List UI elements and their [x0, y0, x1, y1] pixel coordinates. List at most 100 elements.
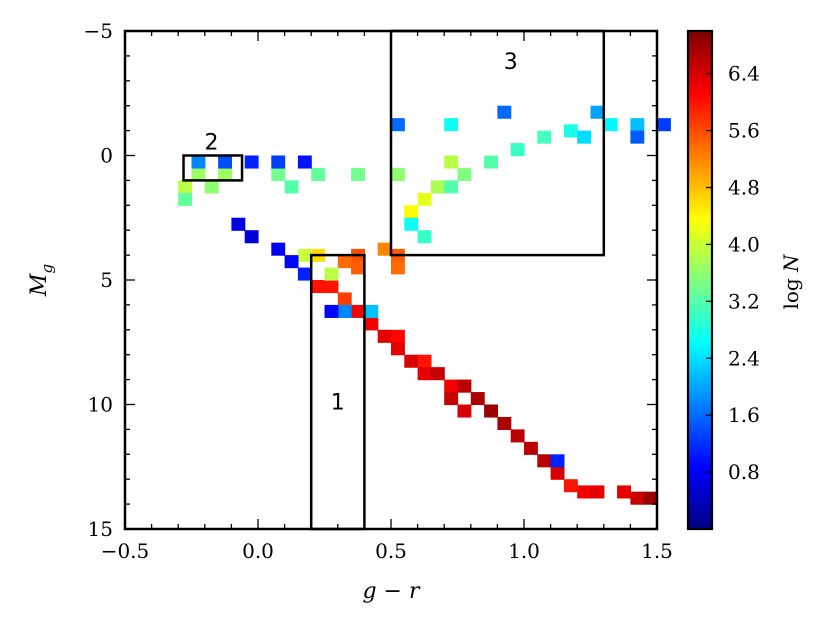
heatmap-cell [484, 155, 498, 169]
colorbar-segment [688, 348, 712, 353]
colorbar-segment [688, 149, 712, 153]
colorbar-segment [688, 49, 712, 54]
colorbar-segment [688, 497, 712, 502]
colorbar-segment [688, 292, 712, 297]
colorbar-segment [688, 220, 712, 225]
colorbar-segment [688, 37, 712, 41]
heatmap-cell [364, 304, 379, 318]
colorbar-segment [688, 367, 712, 371]
colorbar-segment [688, 426, 712, 430]
colorbar-segment [688, 395, 712, 399]
heatmap-cell [271, 242, 286, 256]
colorbar-segment [688, 52, 712, 57]
heatmap-cell [324, 267, 339, 281]
heatmap-cell [630, 491, 645, 505]
colorbar-segment [688, 202, 712, 206]
colorbar-segment [688, 205, 712, 210]
heatmap-cell [590, 485, 605, 499]
heatmap-cell [351, 304, 365, 318]
heatmap-cell [577, 130, 592, 144]
heatmap-cell [377, 242, 392, 256]
region-label-3: 3 [504, 50, 518, 75]
colorbar-segment [688, 329, 712, 334]
colorbar-segment [688, 105, 712, 110]
colorbar-segment [688, 171, 712, 175]
colorbar-segment [688, 513, 712, 518]
colorbar-segment [688, 491, 712, 496]
colorbar-segment [688, 320, 712, 325]
heatmap-cell [337, 292, 352, 306]
colorbar-tick-label: 6.4 [728, 62, 760, 86]
colorbar: 0.8 1.6 2.4 3.2 4.0 4.8 5.6 6.4 [686, 29, 760, 531]
colorbar-segment [688, 99, 712, 104]
heatmap-cell [444, 180, 459, 194]
heatmap-cells [178, 105, 671, 505]
colorbar-segment [688, 146, 712, 150]
colorbar-segment [688, 466, 712, 471]
heatmap-cell [657, 118, 671, 132]
colorbar-segment [688, 139, 712, 144]
heatmap-cell [218, 155, 232, 169]
colorbar-segment [688, 121, 712, 125]
colorbar-segment [688, 360, 712, 365]
colorbar-segment [688, 255, 712, 259]
colorbar-segment [688, 345, 712, 350]
region-box-2 [182, 154, 244, 182]
heatmap-cell [510, 143, 525, 157]
colorbar-segment [688, 494, 712, 499]
colorbar-segment [688, 444, 712, 449]
y-tick-label: 10 [88, 393, 113, 417]
colorbar-segment [688, 376, 712, 381]
heatmap-cell [351, 167, 365, 181]
colorbar-segment [688, 195, 712, 200]
colorbar-segment [688, 382, 712, 387]
colorbar-segment [688, 152, 712, 157]
colorbar-segment [688, 385, 712, 390]
heatmap-cell [404, 217, 419, 231]
colorbar-segment [688, 223, 712, 228]
colorbar-segment [688, 118, 712, 122]
colorbar-segment [688, 472, 712, 477]
heatmap-cell [271, 155, 286, 169]
colorbar-segment [688, 245, 712, 250]
heatmap-cell [524, 441, 538, 455]
colorbar-segment [688, 479, 712, 483]
colorbar-segment [688, 62, 712, 66]
heatmap-cell [191, 155, 206, 169]
heatmap-cell [364, 317, 379, 331]
colorbar-segment [688, 174, 712, 178]
colorbar-segment [688, 407, 712, 412]
y-tick-label: 0 [100, 144, 113, 168]
heatmap-cell [311, 280, 326, 294]
colorbar-segment [688, 342, 712, 346]
heatmap-cell [391, 329, 405, 343]
colorbar-segment [688, 96, 712, 101]
colorbar-segment [688, 351, 712, 356]
colorbar-segment [688, 199, 712, 203]
colorbar-segment [688, 31, 712, 35]
colorbar-segment [688, 158, 712, 163]
heatmap-cell [444, 155, 459, 169]
y-tick-label: −5 [84, 19, 113, 43]
heatmap-cell [577, 485, 592, 499]
heatmap-cell [404, 354, 419, 368]
colorbar-segment [688, 332, 712, 337]
colorbar-segment [688, 55, 712, 60]
colorbar-segment [688, 432, 712, 437]
colorbar-segment [688, 46, 712, 51]
heatmap-cell [537, 130, 552, 144]
colorbar-segment [688, 519, 712, 524]
region-label-1: 1 [331, 390, 345, 415]
heatmap-cell [603, 118, 618, 132]
colorbar-segment [688, 311, 712, 315]
heatmap-cell [457, 379, 472, 393]
heatmap-cell [191, 167, 206, 181]
heatmap-cell [284, 180, 299, 194]
heatmap-cell [617, 485, 631, 499]
colorbar-segment [688, 392, 712, 396]
colorbar-segment [688, 115, 712, 119]
colorbar-segment [688, 370, 712, 374]
colorbar-segment [688, 43, 712, 48]
colorbar-segment [688, 482, 712, 487]
heatmap-cell [337, 255, 352, 269]
